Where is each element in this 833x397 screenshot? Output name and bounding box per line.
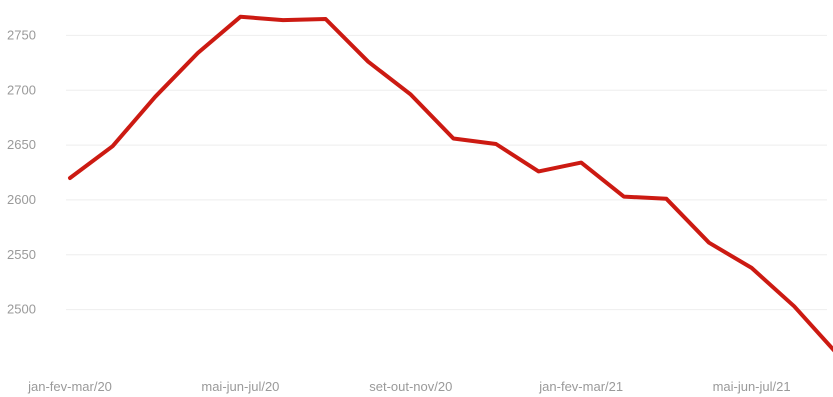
x-tick-label: set-out-nov/20 xyxy=(369,379,452,394)
series-layer xyxy=(68,14,833,353)
y-tick-label: 2550 xyxy=(7,247,36,262)
y-tick-label: 2500 xyxy=(7,302,36,317)
x-axis-ticks: jan-fev-mar/20 mai-jun-jul/20 set-out-nov/… xyxy=(27,379,791,394)
x-tick-label: jan-fev-mar/20 xyxy=(27,379,112,394)
y-tick-label: 2650 xyxy=(7,137,36,152)
series-line-0 xyxy=(68,14,833,353)
y-tick-label: 2600 xyxy=(7,192,36,207)
y-axis-ticks: 2500 2550 2600 2650 2700 2750 xyxy=(7,27,36,316)
x-tick-label: mai-jun-jul/20 xyxy=(201,379,279,394)
y-tick-label: 2750 xyxy=(7,27,36,42)
x-tick-label: jan-fev-mar/21 xyxy=(538,379,623,394)
x-tick-label: mai-jun-jul/21 xyxy=(713,379,791,394)
grid-layer xyxy=(66,34,827,311)
y-tick-label: 2700 xyxy=(7,82,36,97)
